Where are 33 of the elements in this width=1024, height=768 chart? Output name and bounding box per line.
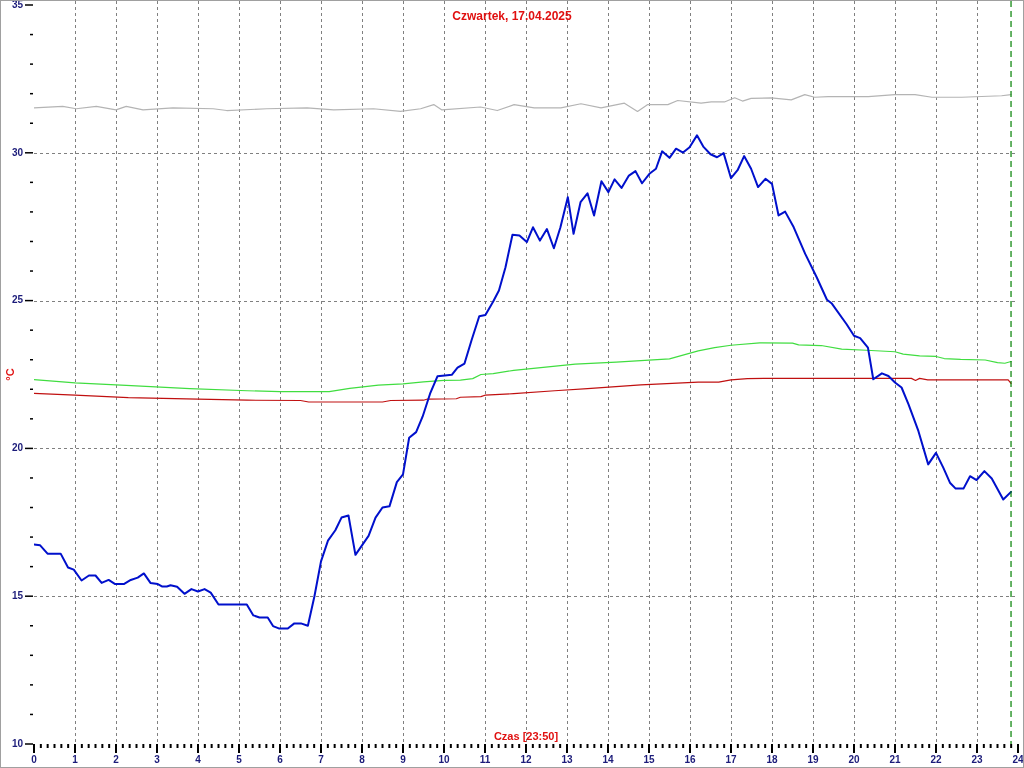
x-tick-label: 24: [1012, 753, 1024, 765]
x-tick-label: 10: [438, 753, 450, 765]
x-tick-label: 3: [154, 753, 161, 765]
x-tick-label: 20: [848, 753, 860, 765]
x-axis-title: Czas [23:50]: [493, 730, 559, 743]
x-tick-label: 12: [520, 753, 532, 765]
x-tick-label: 2: [113, 753, 120, 765]
x-tick-label: 19: [807, 753, 819, 765]
y-tick-label: 20: [11, 442, 24, 454]
x-tick-label: 7: [318, 753, 325, 765]
x-tick-label: 21: [889, 753, 901, 765]
x-tick-label: 5: [236, 753, 243, 765]
x-tick-label: 14: [602, 753, 614, 765]
x-tick-label: 11: [479, 753, 491, 765]
x-tick-label: 15: [643, 753, 655, 765]
x-tick-label: 23: [971, 753, 983, 765]
x-tick-label: 16: [684, 753, 696, 765]
x-tick-label: 17: [725, 753, 737, 765]
x-tick-label: 8: [359, 753, 366, 765]
x-tick-label: 6: [277, 753, 284, 765]
y-tick-label: 30: [11, 146, 24, 158]
x-tick-label: 9: [400, 753, 407, 765]
x-tick-label: 18: [766, 753, 778, 765]
x-tick-label: 0: [31, 753, 38, 765]
chart-title: Czwartek, 17.04.2025: [452, 9, 573, 24]
x-tick-label: 1: [72, 753, 79, 765]
y-tick-label: 25: [11, 294, 24, 306]
y-tick-label: 10: [11, 737, 24, 749]
y-tick-label: 15: [11, 589, 24, 601]
x-tick-label: 4: [195, 753, 202, 765]
y-axis-title: °C: [4, 368, 17, 381]
x-tick-label: 22: [930, 753, 942, 765]
x-tick-label: 13: [561, 753, 573, 765]
